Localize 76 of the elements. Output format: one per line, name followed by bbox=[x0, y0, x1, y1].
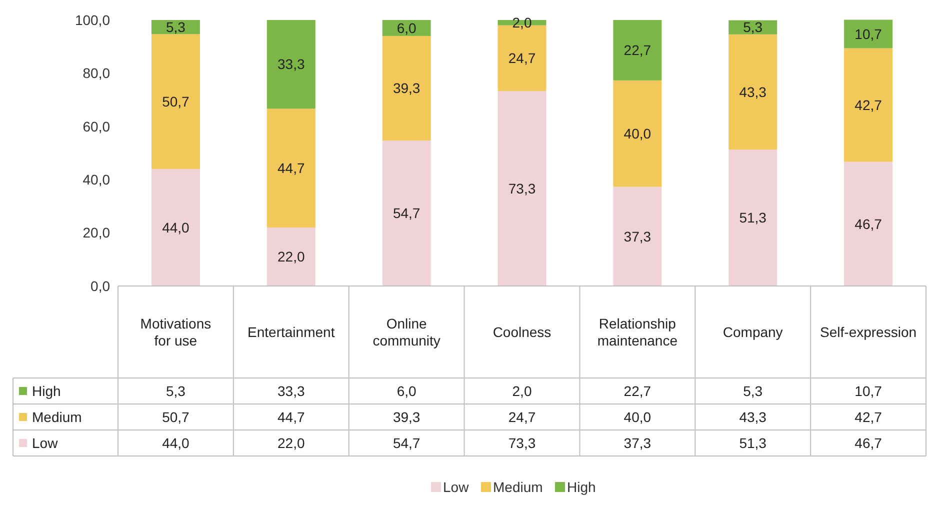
data-label: 40,0 bbox=[624, 408, 652, 425]
bar bbox=[382, 140, 431, 286]
data-label: 5,3 bbox=[743, 382, 763, 399]
text: 42,7 bbox=[854, 96, 882, 113]
x-tick-label: Entertainment bbox=[248, 324, 335, 340]
data-label: 24,7 bbox=[508, 408, 536, 425]
data-label: 37,3 bbox=[624, 434, 652, 451]
data-label: 5,3 bbox=[166, 382, 186, 399]
text: 40,0 bbox=[624, 125, 652, 142]
bar bbox=[151, 34, 200, 169]
legend-item: Low bbox=[431, 478, 469, 495]
y-tick-label: 60,0 bbox=[82, 118, 110, 134]
y-tick-label: 40,0 bbox=[82, 172, 110, 188]
y-tick-label: 80,0 bbox=[82, 65, 110, 82]
data-label: 50,7 bbox=[162, 408, 190, 425]
text: 22,0 bbox=[278, 248, 305, 265]
bar bbox=[266, 108, 316, 228]
bar bbox=[266, 20, 316, 109]
bar bbox=[728, 150, 778, 286]
data-label: 43,3 bbox=[739, 408, 767, 425]
y-tick-label: 100,0 bbox=[74, 12, 110, 28]
text: 22,7 bbox=[624, 42, 652, 58]
legend-label: Low bbox=[32, 434, 59, 451]
data-label: 6,0 bbox=[396, 382, 417, 399]
x-tick-label: Relationship maintenance bbox=[597, 315, 678, 348]
data-label: 44,7 bbox=[278, 408, 305, 425]
text: 50,7 bbox=[162, 93, 190, 110]
data-label: 33,3 bbox=[278, 382, 305, 399]
legend-item: Medium bbox=[481, 478, 543, 495]
data-label: 44,0 bbox=[162, 434, 190, 451]
bar bbox=[151, 168, 200, 286]
text: 37,3 bbox=[624, 228, 652, 244]
data-label: 73,3 bbox=[508, 434, 536, 451]
bar bbox=[844, 162, 893, 286]
text: 6,0 bbox=[396, 20, 416, 36]
x-tick-label: Self-expression bbox=[820, 324, 917, 340]
bar bbox=[613, 80, 662, 187]
data-label: 46,7 bbox=[854, 434, 882, 451]
text: 44,7 bbox=[278, 160, 305, 176]
text: 51,3 bbox=[739, 210, 766, 226]
text: 46,7 bbox=[854, 216, 882, 232]
bar bbox=[728, 34, 778, 150]
data-label: 42,7 bbox=[854, 408, 882, 425]
text: 33,3 bbox=[278, 56, 305, 72]
x-tick-label: Online community bbox=[372, 315, 440, 348]
text: 73,3 bbox=[508, 180, 536, 196]
text: 43,3 bbox=[739, 84, 766, 100]
bar bbox=[613, 186, 662, 286]
x-tick-label: Coolness bbox=[492, 324, 552, 340]
bar bbox=[266, 227, 316, 286]
bar bbox=[844, 20, 893, 48]
data-label: 39,3 bbox=[392, 408, 420, 425]
text: 10,7 bbox=[854, 26, 882, 42]
data-label: 2,0 bbox=[512, 382, 532, 399]
legend-item: High bbox=[555, 478, 596, 495]
data-label: 51,3 bbox=[739, 434, 767, 451]
bar bbox=[844, 48, 893, 162]
text: 5,3 bbox=[743, 19, 763, 36]
x-tick-label: Company bbox=[722, 324, 783, 340]
data-label: 22,7 bbox=[624, 382, 652, 399]
y-tick-label: 0,0 bbox=[90, 278, 110, 294]
text: 39,3 bbox=[392, 80, 420, 96]
bar bbox=[498, 91, 546, 286]
data-label: 54,7 bbox=[392, 434, 420, 451]
data-label: 22,0 bbox=[278, 434, 305, 451]
text: 24,7 bbox=[508, 50, 536, 66]
data-label: 10,7 bbox=[854, 382, 882, 399]
x-tick-label: Motivations for use bbox=[140, 315, 212, 348]
text: 54,7 bbox=[392, 205, 420, 222]
y-tick-label: 20,0 bbox=[82, 224, 110, 241]
legend-label: Medium bbox=[32, 408, 82, 425]
text: 44,0 bbox=[162, 219, 190, 236]
legend-label: High bbox=[32, 382, 61, 399]
bar bbox=[382, 36, 431, 140]
text: 5,3 bbox=[166, 18, 186, 35]
bar bbox=[613, 20, 662, 80]
